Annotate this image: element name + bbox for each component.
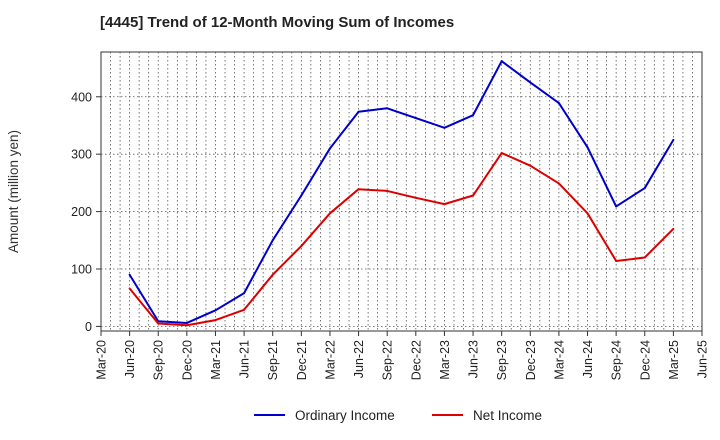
x-tick-label: Mar-20 [95,340,109,380]
data-point-ordinary-income [386,107,389,110]
data-point-ordinary-income [615,205,618,208]
data-point-net-income [414,196,417,199]
data-point-ordinary-income [557,102,560,105]
x-tick-label: Dec-22 [409,340,423,380]
data-point-net-income [529,164,532,167]
x-tick-label: Jun-21 [238,340,252,378]
data-point-ordinary-income [586,146,589,149]
data-point-net-income [357,188,360,191]
data-point-net-income [386,189,389,192]
data-point-net-income [328,212,331,215]
x-tick-label: Jun-23 [467,340,481,378]
x-tick-label: Mar-23 [438,340,452,380]
x-tick-label: Mar-24 [552,340,566,380]
data-point-net-income [586,212,589,215]
x-tick-label: Dec-23 [524,340,538,380]
data-point-net-income [643,256,646,259]
data-point-ordinary-income [185,321,188,324]
data-point-ordinary-income [529,81,532,84]
series-line-ordinary-income [128,60,675,324]
data-point-ordinary-income [443,126,446,129]
grid-layer [101,52,702,331]
data-point-ordinary-income [643,187,646,190]
data-point-net-income [615,259,618,262]
data-point-ordinary-income [672,138,675,141]
data-point-net-income [185,324,188,327]
data-point-net-income [128,287,131,290]
x-tick-label: Jun-22 [352,340,366,378]
data-point-net-income [157,322,160,325]
x-tick-label: Jun-20 [123,340,137,378]
y-tick-label: 100 [71,263,92,277]
plot-area [100,51,703,332]
chart-title: [4445] Trend of 12-Month Moving Sum of I… [100,14,455,31]
y-tick-label: 300 [71,148,92,162]
x-tick-label: Sep-23 [495,340,509,380]
data-point-ordinary-income [214,309,217,312]
x-tick-label: Mar-22 [323,340,337,380]
x-tick-label: Jun-24 [581,340,595,378]
data-point-net-income [500,152,503,155]
data-point-ordinary-income [500,60,503,63]
data-point-net-income [443,203,446,206]
data-point-ordinary-income [357,110,360,113]
x-tick-label: Dec-20 [180,340,194,380]
legend-label-net-income: Net Income [473,408,542,423]
x-tick-label: Jun-25 [696,340,710,378]
data-point-ordinary-income [414,117,417,120]
x-tick-label: Sep-24 [610,340,624,380]
data-point-net-income [672,227,675,230]
data-point-ordinary-income [243,292,246,295]
x-tick-label: Mar-25 [667,340,681,380]
data-point-net-income [243,308,246,311]
x-tick-label: Dec-21 [295,340,309,380]
y-axis: 0 100 200 300 400 [71,90,101,334]
data-point-ordinary-income [271,239,274,242]
x-tick-label: Dec-24 [638,340,652,380]
x-tick-label: Sep-20 [152,340,166,380]
y-axis-label: Amount (million yen) [6,130,21,253]
data-point-net-income [214,319,217,322]
data-point-ordinary-income [300,194,303,197]
y-tick-label: 400 [71,90,92,104]
data-point-ordinary-income [128,273,131,276]
x-tick-label: Sep-21 [266,340,280,380]
legend-label-ordinary-income: Ordinary Income [295,408,395,423]
data-point-net-income [472,194,475,197]
x-tick-label: Sep-22 [381,340,395,380]
data-point-ordinary-income [328,147,331,150]
series-line-net-income [128,152,675,327]
data-point-net-income [300,245,303,248]
data-point-net-income [557,182,560,185]
y-tick-label: 0 [85,320,92,334]
legend: Ordinary Income Net Income [254,408,542,423]
y-tick-label: 200 [71,205,92,219]
data-point-net-income [271,273,274,276]
x-axis: Mar-20 Jun-20 Sep-20 Dec-20 Mar-21 Jun-21 Sep-… [95,331,710,380]
series-layer [128,60,675,327]
data-point-ordinary-income [472,114,475,117]
x-tick-label: Mar-21 [209,340,223,380]
